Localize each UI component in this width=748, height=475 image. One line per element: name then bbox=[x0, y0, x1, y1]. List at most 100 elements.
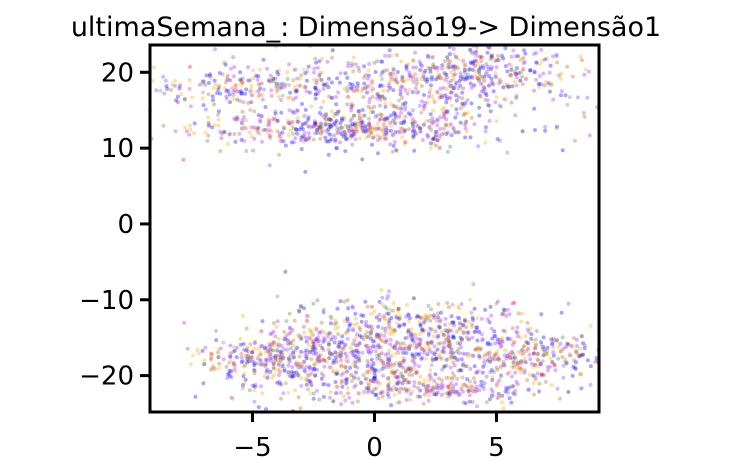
scatter-point bbox=[349, 350, 353, 355]
scatter-point bbox=[252, 388, 257, 393]
scatter-point bbox=[368, 130, 373, 135]
scatter-point bbox=[232, 364, 237, 368]
scatter-point bbox=[434, 382, 439, 387]
scatter-point bbox=[336, 109, 341, 114]
scatter-point bbox=[434, 77, 438, 82]
scatter-point bbox=[532, 351, 537, 356]
scatter-point bbox=[372, 367, 377, 372]
scatter-point bbox=[456, 86, 461, 91]
scatter-point bbox=[212, 78, 217, 83]
scatter-point bbox=[384, 338, 389, 343]
scatter-point bbox=[427, 90, 432, 95]
scatter-point bbox=[337, 340, 342, 345]
scatter-point bbox=[437, 136, 442, 141]
scatter-point bbox=[317, 125, 322, 130]
scatter-point bbox=[398, 316, 403, 321]
scatter-point bbox=[342, 345, 347, 349]
scatter-point bbox=[489, 313, 494, 318]
scatter-point bbox=[456, 95, 461, 100]
scatter-point bbox=[326, 152, 331, 157]
scatter-point bbox=[337, 126, 342, 131]
scatter-point bbox=[410, 354, 415, 358]
scatter-point bbox=[291, 343, 296, 348]
scatter-point bbox=[342, 87, 347, 91]
scatter-point bbox=[350, 122, 355, 126]
scatter-point bbox=[556, 356, 561, 361]
scatter-point bbox=[433, 329, 438, 334]
scatter-point bbox=[388, 72, 393, 77]
scatter-point bbox=[574, 349, 578, 354]
scatter-point bbox=[319, 371, 324, 376]
scatter-point bbox=[223, 80, 228, 85]
scatter-point bbox=[388, 337, 393, 342]
scatter-point bbox=[403, 140, 408, 144]
scatter-point bbox=[339, 380, 344, 385]
scatter-point bbox=[277, 353, 281, 358]
scatter-point bbox=[523, 334, 528, 339]
scatter-point bbox=[397, 114, 402, 119]
scatter-point bbox=[244, 149, 249, 153]
scatter-point bbox=[175, 100, 180, 105]
scatter-point bbox=[451, 125, 456, 130]
scatter-point bbox=[402, 322, 407, 327]
scatter-point bbox=[372, 104, 377, 109]
scatter-point bbox=[324, 128, 329, 133]
scatter-point bbox=[445, 55, 450, 60]
scatter-point bbox=[309, 125, 314, 130]
scatter-point bbox=[206, 133, 211, 138]
scatter-point bbox=[469, 101, 474, 106]
scatter-point bbox=[382, 96, 387, 101]
scatter-point bbox=[467, 393, 472, 398]
scatter-point bbox=[422, 328, 426, 333]
scatter-point bbox=[303, 84, 308, 89]
scatter-point bbox=[258, 119, 263, 124]
scatter-point bbox=[256, 94, 261, 99]
scatter-point bbox=[445, 65, 450, 70]
scatter-point bbox=[460, 389, 465, 394]
scatter-point bbox=[390, 363, 394, 368]
scatter-point bbox=[431, 64, 436, 69]
scatter-point bbox=[273, 354, 278, 359]
scatter-point bbox=[411, 65, 416, 70]
scatter-point bbox=[447, 80, 452, 85]
scatter-point bbox=[293, 127, 298, 132]
scatter-point bbox=[427, 378, 432, 383]
scatter-point bbox=[348, 345, 353, 350]
scatter-point bbox=[324, 123, 329, 127]
scatter-point bbox=[348, 133, 353, 138]
scatter-point bbox=[435, 90, 440, 94]
scatter-point bbox=[460, 363, 465, 368]
scatter-point bbox=[327, 352, 332, 356]
scatter-point bbox=[410, 335, 415, 339]
scatter-point bbox=[304, 352, 309, 357]
scatter-point bbox=[234, 86, 239, 91]
scatter-point bbox=[496, 356, 501, 361]
scatter-point bbox=[495, 357, 500, 362]
scatter-point bbox=[181, 157, 186, 162]
scatter-point bbox=[323, 382, 328, 386]
scatter-point bbox=[273, 76, 278, 81]
scatter-point bbox=[470, 384, 475, 389]
scatter-point bbox=[276, 344, 281, 349]
scatter-point bbox=[481, 89, 486, 94]
scatter-point bbox=[426, 333, 431, 338]
scatter-point bbox=[225, 376, 230, 381]
scatter-point bbox=[396, 379, 401, 384]
scatter-point bbox=[451, 320, 456, 325]
scatter-point bbox=[452, 374, 457, 378]
scatter-point bbox=[302, 134, 307, 139]
scatter-point bbox=[249, 134, 254, 139]
scatter-point bbox=[344, 123, 349, 128]
scatter-point bbox=[411, 135, 416, 140]
scatter-point bbox=[441, 111, 446, 116]
scatter-point bbox=[303, 376, 308, 381]
scatter-point bbox=[383, 101, 388, 106]
scatter-point bbox=[412, 134, 417, 139]
scatter-point bbox=[432, 379, 437, 383]
scatter-point bbox=[507, 370, 512, 374]
scatter-point bbox=[508, 355, 513, 360]
scatter-point bbox=[389, 128, 393, 133]
scatter-point bbox=[231, 90, 236, 94]
scatter-point bbox=[240, 118, 245, 123]
scatter-point bbox=[414, 336, 419, 341]
